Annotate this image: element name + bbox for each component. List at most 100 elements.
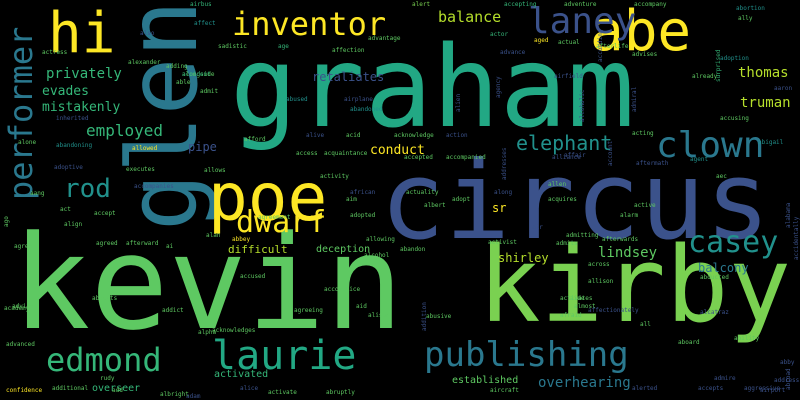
- cloud-word: acid: [346, 132, 361, 139]
- cloud-word: align: [64, 221, 83, 228]
- cloud-word: publishing: [424, 335, 629, 375]
- cloud-word: admiral: [631, 86, 638, 112]
- cloud-word: activate: [268, 389, 297, 396]
- cloud-word: alarm: [620, 212, 639, 219]
- cloud-word: activity: [320, 173, 349, 180]
- cloud-word: aid: [356, 303, 367, 310]
- cloud-word: active: [634, 202, 656, 209]
- cloud-word: overseer: [92, 383, 141, 394]
- cloud-word: accident: [182, 71, 211, 78]
- cloud-word: airfield: [554, 73, 583, 80]
- cloud-word: almost: [574, 303, 596, 310]
- cloud-word: addition: [421, 302, 428, 331]
- cloud-word: inherited: [56, 115, 89, 122]
- cloud-word: afraid: [560, 312, 582, 319]
- cloud-word: aftermath: [636, 160, 669, 167]
- cloud-word: allowing: [366, 236, 395, 243]
- cloud-word: graham: [230, 23, 635, 153]
- cloud-word: lindsey: [598, 245, 658, 261]
- cloud-word: laney: [528, 1, 637, 42]
- cloud-word: aged: [534, 37, 549, 44]
- cloud-word: aec: [716, 173, 727, 180]
- cloud-word: pipe: [188, 140, 217, 154]
- cloud-word: albright: [160, 391, 189, 398]
- cloud-word: acknowledges: [212, 327, 256, 334]
- cloud-word: performer: [2, 26, 40, 200]
- cloud-word: affair: [564, 152, 586, 159]
- cloud-word: actual: [558, 39, 580, 46]
- cloud-word: alien: [455, 93, 462, 112]
- cloud-word: actress: [42, 49, 68, 56]
- cloud-word: elephant: [516, 131, 613, 155]
- cloud-word: according: [597, 29, 604, 62]
- cloud-word: alone: [18, 139, 37, 146]
- cloud-word: advises: [632, 51, 658, 58]
- cloud-word: accidentally: [793, 216, 800, 260]
- cloud-word: acting: [632, 130, 654, 137]
- cloud-word: affection: [332, 47, 365, 54]
- cloud-word: ago: [3, 216, 10, 227]
- cloud-word: agency: [495, 76, 502, 98]
- cloud-word: acquaintance: [324, 150, 368, 157]
- cloud-word: deception: [316, 244, 371, 255]
- cloud-word: abandoned: [350, 106, 383, 113]
- cloud-word: abby: [780, 359, 795, 366]
- cloud-word: advantage: [368, 35, 401, 42]
- cloud-word: aggressive: [744, 385, 781, 392]
- cloud-word: ability: [734, 335, 760, 342]
- cloud-word: accepts: [698, 385, 724, 392]
- cloud-word: accept: [94, 210, 116, 217]
- cloud-word: allison: [588, 278, 614, 285]
- cloud-word: aim: [346, 196, 357, 203]
- cloud-word: adoption: [720, 55, 749, 62]
- cloud-word: also: [140, 30, 155, 37]
- cloud-word: affect: [194, 20, 216, 27]
- cloud-word: additional: [52, 385, 89, 392]
- cloud-word: dwarf: [236, 205, 327, 240]
- cloud-word: balance: [438, 8, 502, 26]
- cloud-word: executes: [126, 166, 155, 173]
- cloud-word: afterwards: [602, 236, 639, 243]
- cloud-word: afford: [244, 136, 266, 143]
- cloud-word: abandon: [400, 246, 426, 253]
- cloud-word: allen: [548, 181, 567, 188]
- cloud-word: act: [60, 206, 71, 213]
- cloud-word: abandoning: [56, 142, 93, 149]
- cloud-word: afterward: [126, 240, 159, 247]
- cloud-word: accused: [240, 273, 266, 280]
- cloud-word: retaliates: [312, 70, 385, 84]
- cloud-word: difficult: [228, 243, 288, 256]
- cloud-word: alive: [306, 132, 325, 139]
- cloud-word: adoptive: [54, 164, 83, 171]
- cloud-word: conduct: [370, 143, 425, 158]
- cloud-word: kevin: [12, 207, 404, 359]
- cloud-word: accompanied: [446, 154, 486, 161]
- cloud-word: addresses: [501, 147, 508, 180]
- cloud-word: sr: [492, 201, 507, 215]
- cloud-word: overhearing: [538, 375, 631, 391]
- cloud-word: airbus: [190, 1, 212, 8]
- cloud-word: aaron: [774, 85, 793, 92]
- cloud-word: kirby: [478, 224, 792, 346]
- cloud-word: employed: [86, 121, 164, 140]
- cloud-word: hi: [48, 1, 116, 66]
- cloud-word: adopt: [452, 196, 471, 203]
- cloud-word: accusing: [720, 115, 749, 122]
- cloud-word: abortion: [736, 5, 765, 12]
- cloud-word: agreement: [258, 214, 291, 221]
- cloud-word: abducts: [92, 295, 118, 302]
- cloud-word: circus: [380, 139, 771, 264]
- cloud-word: abruptly: [326, 389, 355, 396]
- cloud-word: afterlife: [596, 43, 629, 50]
- cloud-word: agreed: [96, 240, 118, 247]
- cloud-word: activates: [560, 295, 593, 302]
- cloud-word: abe: [590, 0, 692, 64]
- cloud-word: ally: [738, 15, 753, 22]
- cloud-word: able: [176, 79, 191, 86]
- cloud-word: alliance: [552, 154, 581, 161]
- cloud-word: already: [692, 73, 718, 80]
- cloud-word: allows: [204, 167, 226, 174]
- cloud-word: clown: [656, 125, 765, 166]
- cloud-word: add: [112, 387, 123, 394]
